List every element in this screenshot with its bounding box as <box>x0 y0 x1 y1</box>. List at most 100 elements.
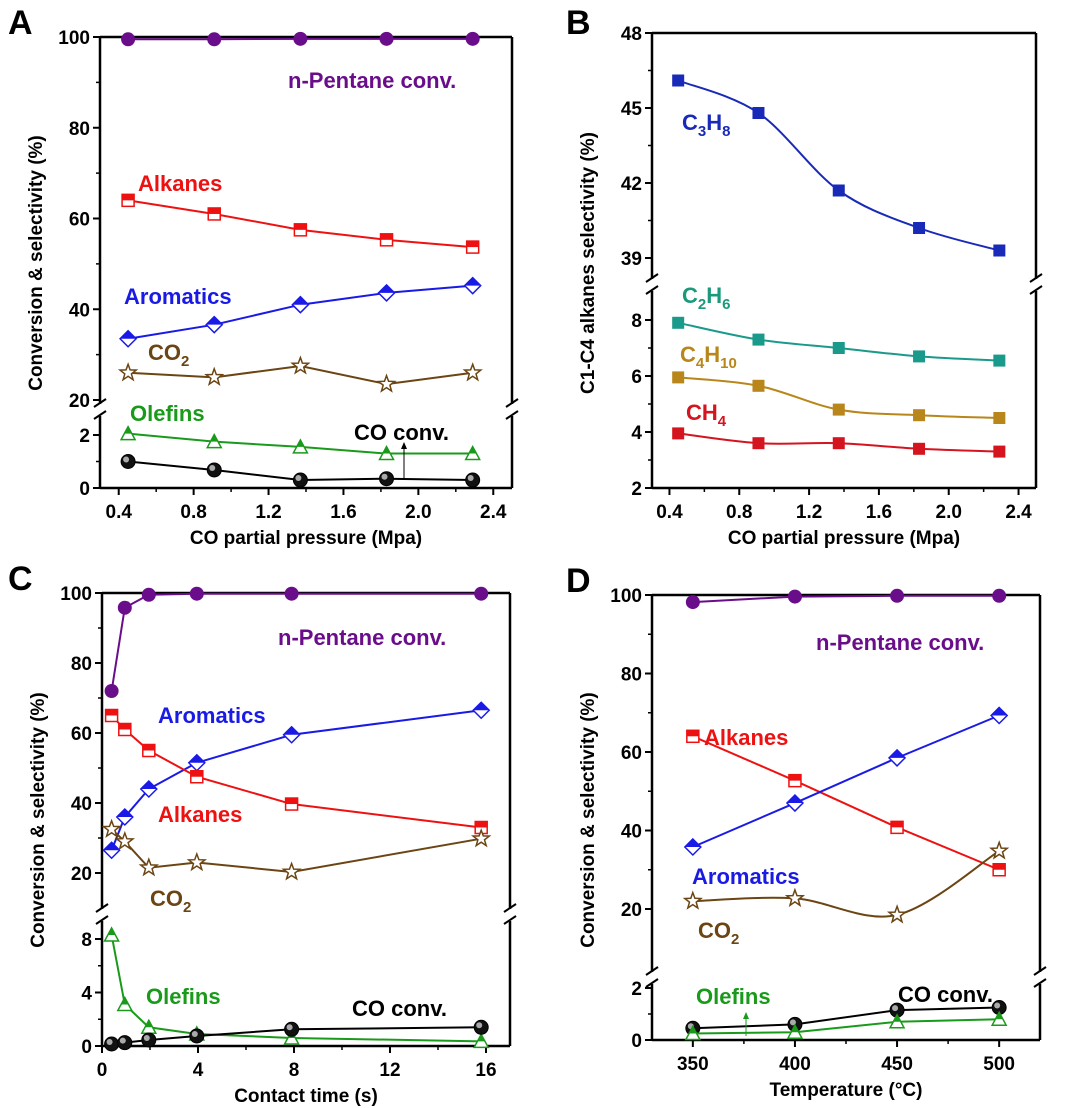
c-series-n-pentane-conv-point-4 <box>284 586 299 601</box>
d-series-alkanes-point-2-fill <box>891 821 904 828</box>
c-break-mark-right-1 <box>503 903 517 913</box>
a-break-mark-right-2 <box>505 410 519 420</box>
c-series-co2-point-0 <box>101 818 122 838</box>
d-xtick-label: 350 <box>677 1054 709 1075</box>
c-series-aromatics-point-5-fill <box>473 702 490 711</box>
b-series-ch4-point-1 <box>752 437 765 450</box>
b-xtick-label: 2.0 <box>936 502 962 523</box>
label-a-co2: CO2 <box>148 340 189 370</box>
c-xtick-label: 16 <box>475 1060 496 1081</box>
a-xtick-label: 1.6 <box>330 502 356 523</box>
d-series-olefins-point-1-fill <box>791 1025 799 1033</box>
d-series-co-conv-point-1-highlight <box>789 1019 796 1026</box>
d-ytick-label: 80 <box>621 665 642 686</box>
c-series-aromatics-point-3-fill <box>188 754 205 763</box>
d-series-co-conv-point-3-highlight <box>994 1002 1001 1009</box>
c-series-co-conv-point-0-highlight <box>106 1038 113 1045</box>
b-series-ch4-point-0 <box>672 427 685 440</box>
d-series-olefins-line <box>692 1018 1000 1035</box>
a-xtick-label: 2.0 <box>405 502 431 523</box>
c-series-n-pentane-conv-point-1 <box>117 600 132 615</box>
b-ytick-label: 6 <box>631 367 642 388</box>
c-series-co2-point-5 <box>470 828 492 848</box>
a-series-alkanes-point-4-fill <box>466 241 479 248</box>
a-series-co-conv-point-2-highlight <box>295 475 302 482</box>
b-series-c3h8-point-4 <box>993 244 1006 257</box>
label-a-aromatics: Aromatics <box>124 284 232 309</box>
label-c-alkanes: Alkanes <box>158 802 242 827</box>
a-y-axis-label: Conversion & selectivity (%) <box>26 135 47 391</box>
b-series-c2h6-point-2 <box>832 342 845 354</box>
c-series-alkanes-point-1-fill <box>118 723 131 730</box>
c-series-co2-point-2 <box>138 857 160 877</box>
label-d-aromatics: Aromatics <box>692 864 800 889</box>
c-series-alkanes-point-3-fill <box>190 770 203 777</box>
c-xtick-label: 0 <box>97 1060 108 1081</box>
c-break-mark-right-2 <box>503 915 517 925</box>
c-series-co2-point-4 <box>281 861 302 881</box>
d-series-n-pentane-conv-point-1 <box>787 589 802 604</box>
a-ytick-label: 20 <box>69 391 90 412</box>
b-ytick-label: 42 <box>621 174 642 195</box>
c-series-co-conv-point-4-highlight <box>286 1024 293 1031</box>
a-series-aromatics-point-3-fill <box>378 284 395 293</box>
a-series-aromatics-point-0-fill <box>120 330 137 339</box>
b-ytick-label: 4 <box>631 423 642 444</box>
label-a-olefins: Olefins <box>130 401 205 426</box>
d-ytick-label: 40 <box>621 822 642 843</box>
a-break-mark-right-1 <box>505 398 519 408</box>
d-series-co2-point-2 <box>886 904 908 924</box>
a-series-aromatics-point-2-fill <box>292 296 309 305</box>
b-xtick-label: 1.6 <box>866 502 892 523</box>
c-series-n-pentane-conv-point-3 <box>189 586 204 601</box>
label-a-coconv: CO conv. <box>354 420 449 445</box>
b-xtick-label: 0.4 <box>656 502 683 523</box>
c-xtick-label: 4 <box>193 1060 204 1081</box>
c-series-olefins-point-5-fill <box>477 1034 485 1042</box>
c-ytick-label: 0 <box>81 1037 92 1058</box>
b-break-mark-right-1 <box>1029 273 1043 283</box>
label-d-npentane: n-Pentane conv. <box>816 630 984 655</box>
a-series-alkanes-point-0-fill <box>122 194 135 201</box>
d-xtick-label: 500 <box>983 1054 1015 1075</box>
b-ytick-label: 8 <box>631 311 642 332</box>
c-series-n-pentane-conv-point-2 <box>141 587 156 602</box>
b-series-c2h6-point-4 <box>993 354 1006 367</box>
d-series-alkanes-line <box>692 735 1000 871</box>
a-ytick-label: 40 <box>69 300 90 321</box>
a-series-alkanes-point-2-fill <box>294 223 307 230</box>
d-break-mark-left-1 <box>645 966 659 976</box>
c-series-aromatics-point-0-fill <box>103 842 120 851</box>
a-series-n-pentane-conv-point-3 <box>379 31 394 46</box>
c-break-mark-left-2 <box>95 915 109 925</box>
c-series-co2-point-3 <box>186 851 208 872</box>
d-ytick-label: 0 <box>631 1031 642 1052</box>
b-ytick-label: 39 <box>621 249 642 270</box>
label-b-c3h8: C3H8 <box>682 110 730 140</box>
a-series-olefins-point-3-fill <box>383 446 391 454</box>
b-series-ch4-point-3 <box>913 442 926 455</box>
a-series-co-conv-point-3-highlight <box>381 473 388 480</box>
d-xtick-label: 400 <box>779 1054 811 1075</box>
panel-b: 39 42 45 48 2 4 6 8 0.4 0.8 1.2 1.6 2.0 2.4 CO partial… <box>578 24 1043 549</box>
a-series-olefins-point-1-fill <box>210 434 218 442</box>
c-xtick-label: 12 <box>379 1060 400 1081</box>
a-series-olefins-point-4-fill <box>469 446 477 454</box>
label-b-c2h6: C2H6 <box>682 283 730 313</box>
d-series-n-pentane-conv-point-3 <box>992 588 1007 603</box>
a-xtick-label: 2.4 <box>480 502 507 523</box>
a-series-aromatics-point-1-fill <box>206 316 223 325</box>
label-d-alkanes: Alkanes <box>704 725 788 750</box>
panel-label-a: A <box>8 4 33 42</box>
panel-label-b: B <box>566 4 591 42</box>
d-series-co2-line <box>692 850 1000 918</box>
a-series-co2-point-2 <box>290 355 311 375</box>
d-break-mark-right-2 <box>1033 978 1047 988</box>
d-series-co2-point-3 <box>989 840 1010 860</box>
b-series-c4h10-point-1 <box>752 379 765 392</box>
a-series-alkanes-point-3-fill <box>380 233 393 240</box>
b-series-c3h8-point-2 <box>832 184 845 197</box>
d-ytick-label: 60 <box>621 743 642 764</box>
